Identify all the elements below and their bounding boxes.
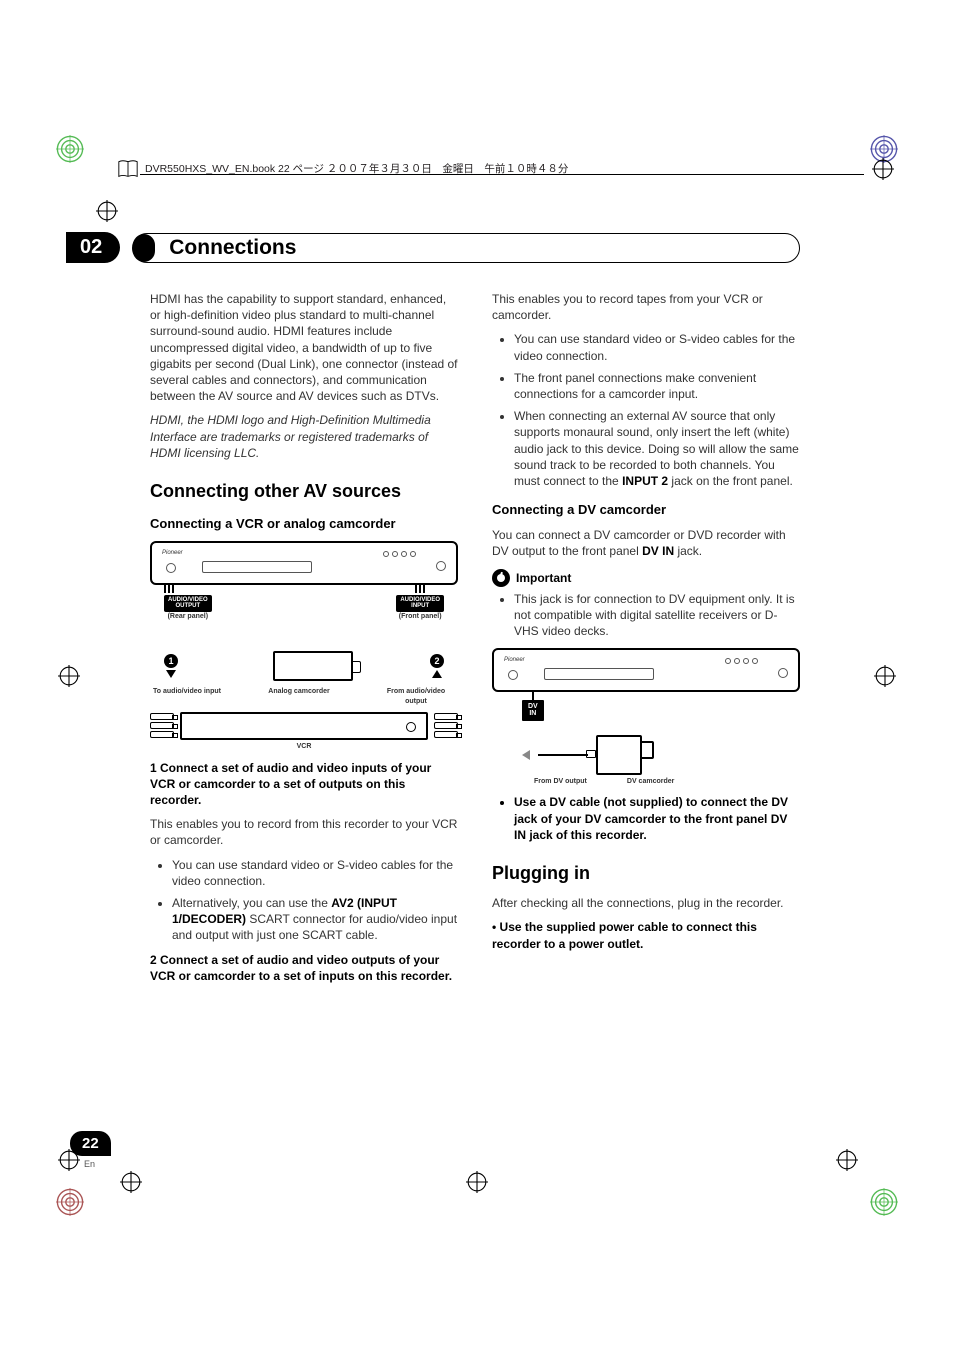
crosshair [874, 665, 896, 687]
page-number: 22 [70, 1131, 111, 1156]
regmark-bl [56, 1188, 84, 1216]
right-bullet-1: You can use standard video or S-video ca… [514, 331, 800, 363]
heading-dv-camcorder: Connecting a DV camcorder [492, 501, 800, 519]
diagram-badge-2: 2 [430, 654, 444, 668]
step1-heading: 1 Connect a set of audio and video input… [150, 760, 458, 809]
right-column: This enables you to record tapes from yo… [492, 291, 800, 992]
crosshair [466, 1171, 488, 1193]
left-column: HDMI has the capability to support stand… [150, 291, 458, 992]
step2-heading: 2 Connect a set of audio and video outpu… [150, 952, 458, 984]
power-cable-instruction: • Use the supplied power cable to connec… [492, 919, 800, 951]
right-bullet-2: The front panel connections make conveni… [514, 370, 800, 402]
hdmi-trademark: HDMI, the HDMI logo and High-Definition … [150, 412, 458, 461]
important-icon [492, 569, 510, 587]
crosshair [96, 200, 118, 222]
header-rule [140, 174, 864, 175]
heading-connecting-vcr: Connecting a VCR or analog camcorder [150, 515, 458, 533]
chapter-title: Connections [169, 236, 296, 260]
chapter-number: 02 [66, 232, 120, 263]
important-callout: Important [492, 569, 800, 587]
important-label: Important [516, 570, 571, 586]
arrow-left-icon [522, 750, 530, 760]
diagram-badge-1: 1 [164, 654, 178, 668]
regmark-tl [56, 135, 84, 163]
book-icon [117, 158, 139, 180]
step1-bullet-1: You can use standard video or S-video ca… [172, 857, 458, 889]
dv-intro: You can connect a DV camcorder or DVD re… [492, 527, 800, 559]
step1-bullet-2: Alternatively, you can use the AV2 (INPU… [172, 895, 458, 944]
vcr-connection-diagram: Pioneer AUDIO/VIDEOOUTPUT (Rear panel) A… [150, 541, 458, 752]
heading-plugging-in: Plugging in [492, 861, 800, 885]
right-bullet-3: When connecting an external AV source th… [514, 408, 800, 489]
crosshair [120, 1171, 142, 1193]
important-bullet: This jack is for connection to DV equipm… [514, 591, 800, 640]
crosshair [836, 1149, 858, 1171]
regmark-br [870, 1188, 898, 1216]
step1-body: This enables you to record from this rec… [150, 816, 458, 848]
dv-cable-instruction: Use a DV cable (not supplied) to connect… [514, 794, 800, 843]
plugging-body: After checking all the connections, plug… [492, 895, 800, 911]
hdmi-description: HDMI has the capability to support stand… [150, 291, 458, 404]
heading-connecting-other-av: Connecting other AV sources [150, 479, 458, 503]
record-tapes-text: This enables you to record tapes from yo… [492, 291, 800, 323]
page-language: En [84, 1159, 95, 1169]
page-content: 02 Connections HDMI has the capability t… [150, 232, 800, 992]
crosshair [58, 665, 80, 687]
chapter-header: 02 Connections [150, 232, 800, 263]
dv-connection-diagram: Pioneer DVIN [492, 648, 800, 787]
crosshair [872, 158, 894, 180]
